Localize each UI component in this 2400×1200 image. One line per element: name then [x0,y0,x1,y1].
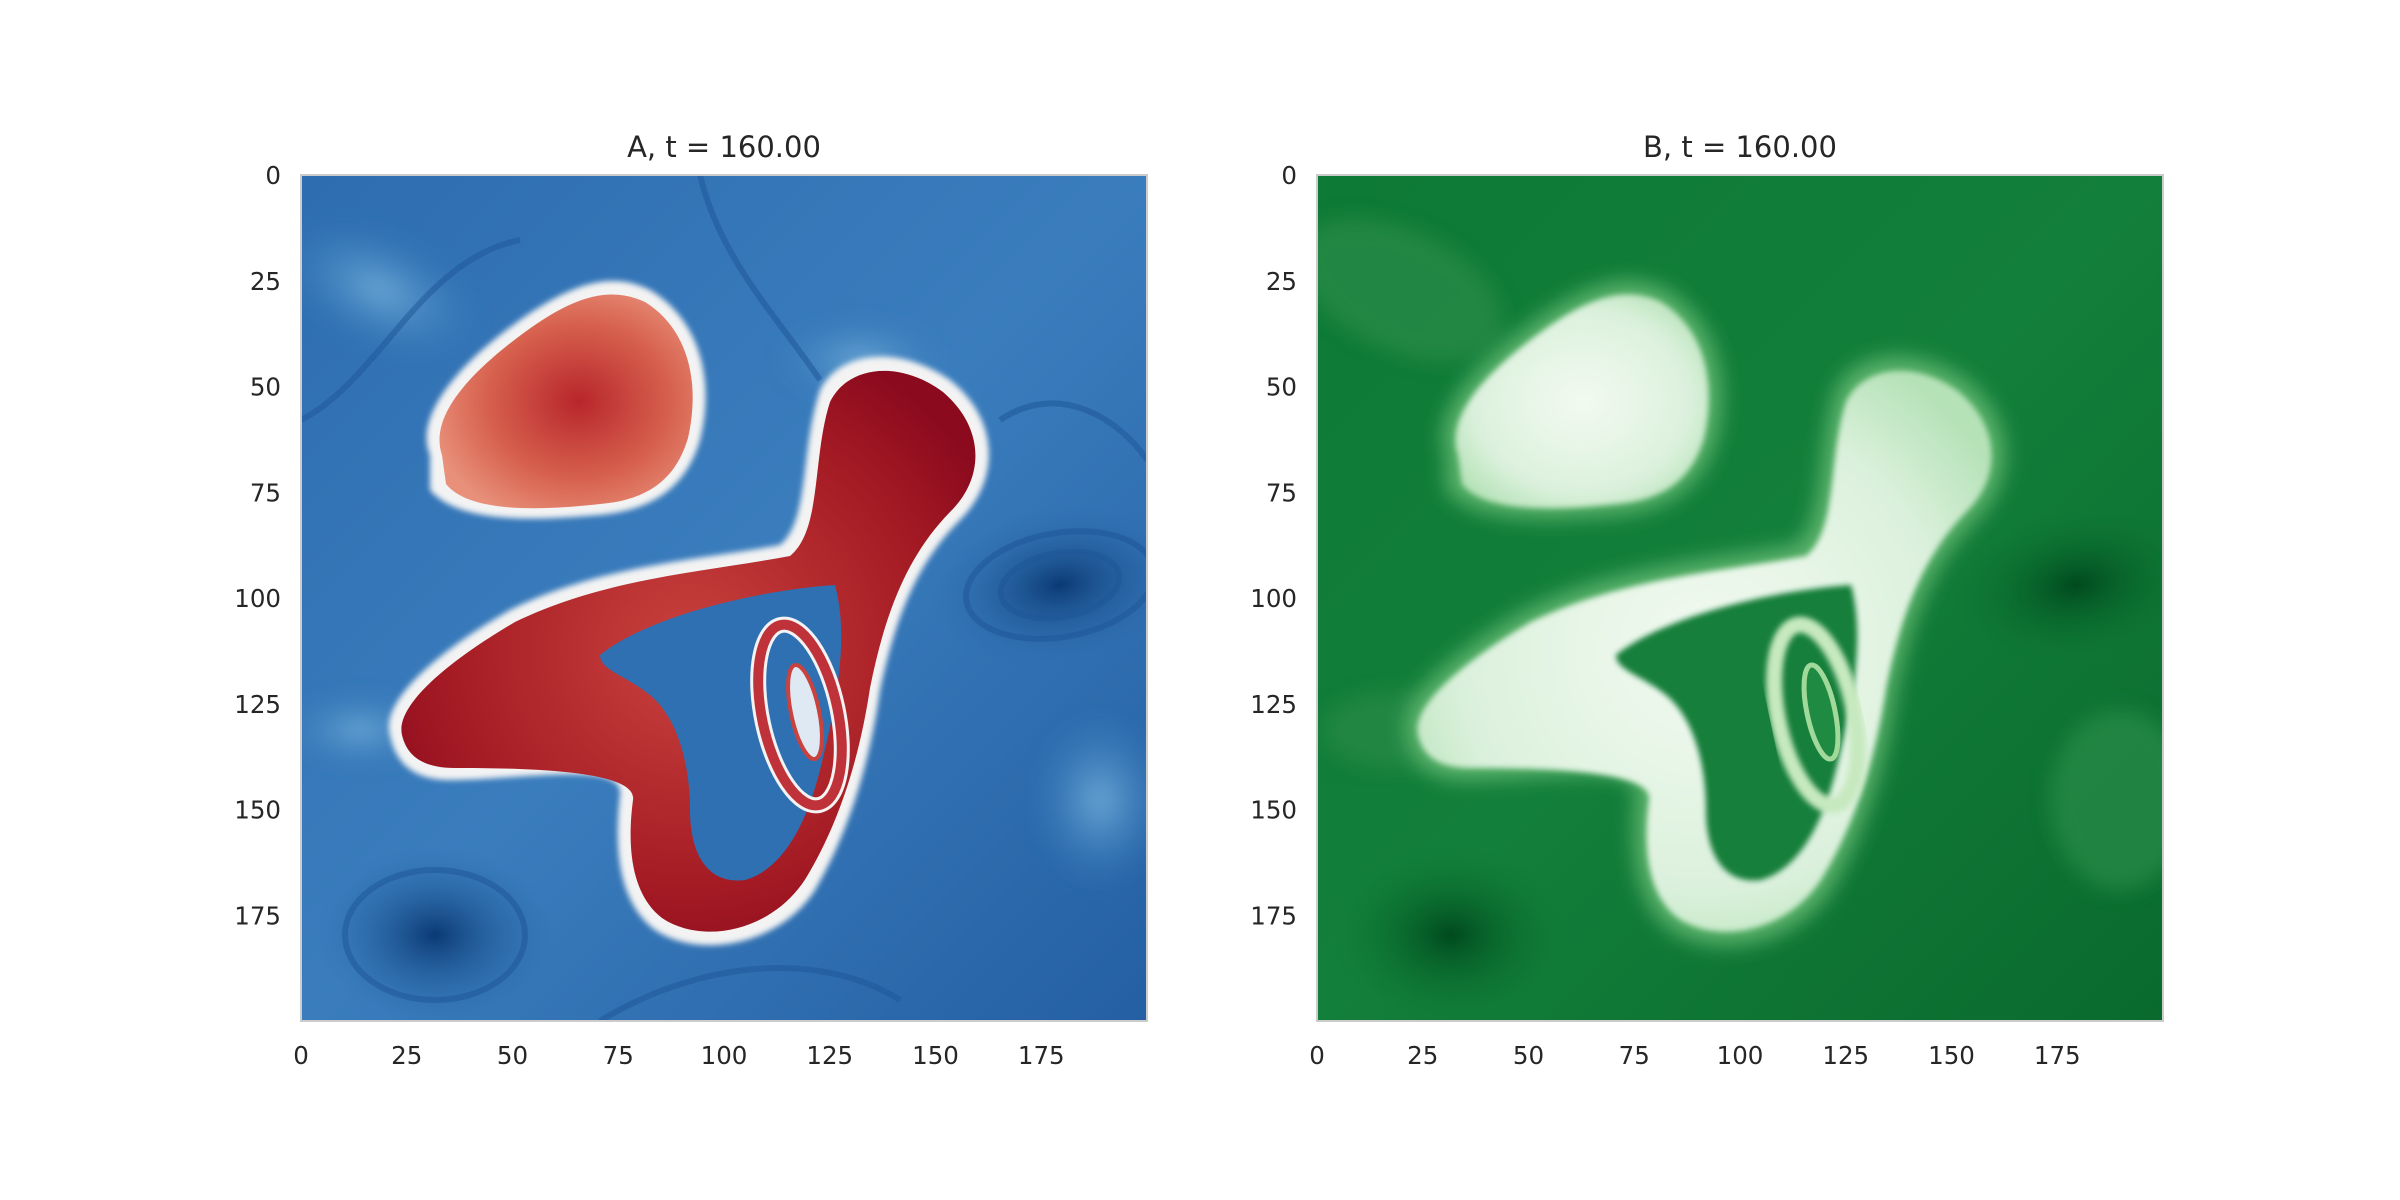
panel-a-y-tick-label: 25 [250,267,281,296]
panel-b-x-tick-label: 125 [1822,1041,1869,1070]
panel-a-x-tick-label: 0 [293,1041,309,1070]
panel-b-x-tick-label: 150 [1928,1041,1975,1070]
panel-b-title: B, t = 160.00 [1643,130,1837,164]
panel-b-dark-vortex [1947,503,2163,667]
panel-b-blob-upper-left [1455,294,1709,509]
panel-b-inner-hole [1616,585,1858,881]
panel-b-y-tick-label: 150 [1250,796,1297,825]
panel-a-x-tick-label: 25 [391,1041,422,1070]
panel-a-light-patch [301,218,483,362]
panel-a-y-tick-label: 150 [234,796,281,825]
panel-a-x-tick-label: 175 [1018,1041,1065,1070]
panel-a-frame [300,174,1148,1022]
panel-a-y-tick-label: 0 [265,161,281,190]
panel-b-y-tick-label: 0 [1281,161,1297,190]
panel-a-swirls [301,175,1147,1021]
panel-b-x-axis: 0 25 50 75 100 125 150 175 [1309,1041,2080,1070]
panel-a-y-tick-label: 100 [234,584,281,613]
panel-b-x-tick-label: 50 [1513,1041,1544,1070]
panel-b-y-tick-label: 50 [1266,373,1297,402]
panel-b-field [1317,175,2163,1021]
panel-a-y-tick-label: 75 [250,478,281,507]
panel-a-heatmap: A, t = 160.00 [234,130,1148,1070]
panel-b-y-tick-label: 25 [1266,267,1297,296]
panel-b-x-tick-label: 100 [1717,1041,1764,1070]
panel-b-x-tick-label: 0 [1309,1041,1325,1070]
panel-b-inner-loop [1766,616,1866,814]
panel-b-light-patch [2050,710,2163,890]
panel-b-x-tick-label: 75 [1619,1041,1650,1070]
panel-b-light-patch [1317,218,1503,362]
panel-b-x-tick-label: 25 [1407,1041,1438,1070]
panel-a-dark-vortex [931,503,1147,667]
panel-a-y-tick-label: 50 [250,373,281,402]
panel-b-inner-loop-core [1801,662,1841,762]
panel-a-x-axis: 0 25 50 75 100 125 150 175 [293,1041,1064,1070]
panel-a-light-patch [1030,710,1147,890]
panel-a-inner-loop-core [786,662,824,762]
panel-a-y-tick-label: 175 [234,901,281,930]
panel-a-x-tick-label: 125 [806,1041,853,1070]
panel-a-x-tick-label: 150 [912,1041,959,1070]
panel-a-blob-upper-left [439,294,693,509]
panel-b-heatmap: B, t = 160.00 0 25 50 75 100 125 150 175 0 25 50 7… [1250,130,2164,1070]
panel-a-x-tick-label: 100 [701,1041,748,1070]
panel-a-x-tick-label: 75 [603,1041,634,1070]
panel-b-y-tick-label: 175 [1250,901,1297,930]
panel-a-y-axis: 0 25 50 75 100 125 150 175 [234,161,281,930]
panel-b-y-tick-label: 100 [1250,584,1297,613]
panel-b-frame [1316,174,2164,1022]
panel-b-x-tick-label: 175 [2034,1041,2081,1070]
panel-b-y-tick-label: 75 [1266,478,1297,507]
panel-a-inner-hole [600,585,842,881]
panel-a-x-tick-label: 50 [497,1041,528,1070]
panel-a-inner-loop [753,619,847,811]
panel-b-y-tick-label: 125 [1250,690,1297,719]
panel-b-y-axis: 0 25 50 75 100 125 150 175 [1250,161,1297,930]
panel-a-y-tick-label: 125 [234,690,281,719]
panel-b-dark-vortex [1331,845,1571,1021]
panel-a-title: A, t = 160.00 [627,130,821,164]
panel-a-field [301,175,1147,1021]
